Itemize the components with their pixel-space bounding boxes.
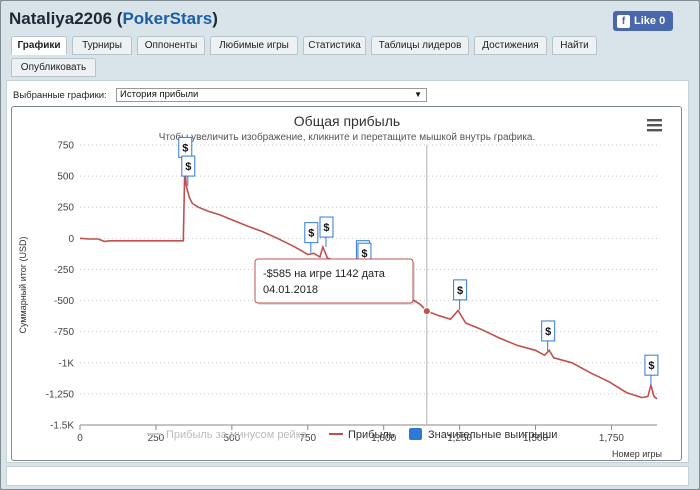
big-win-marker[interactable]: $	[453, 279, 468, 310]
chart-selector[interactable]: История прибыли ▼	[116, 88, 427, 102]
chart-selector-value: История прибыли	[120, 89, 199, 100]
x-axis-label: Номер игры	[612, 449, 662, 459]
legend-item[interactable]: Значительные выигрыши	[409, 428, 557, 441]
profile-title: Nataliya2206 (PokerStars)	[9, 9, 218, 29]
big-win-marker[interactable]: $	[319, 216, 334, 248]
big-win-marker[interactable]: $	[304, 222, 319, 253]
hovered-point[interactable]	[422, 307, 431, 316]
legend-item[interactable]: Прибыль	[329, 429, 395, 441]
site-link[interactable]: PokerStars	[122, 9, 213, 28]
y-tick-label: 500	[57, 172, 74, 183]
y-tick-label: -1K	[58, 358, 74, 369]
y-tick-label: 250	[57, 203, 74, 214]
tooltip-box	[254, 258, 414, 304]
big-win-marker-label: $	[182, 142, 188, 154]
charts-panel: Выбранные графики: История прибыли ▼ Общ…	[6, 80, 689, 463]
y-tick-label: 750	[57, 141, 74, 152]
big-win-marker-label: $	[308, 228, 314, 240]
y-tick-label: -1.5K	[50, 421, 74, 432]
y-tick-label: -500	[54, 296, 74, 307]
big-win-marker-label: $	[323, 222, 329, 234]
big-win-marker-label: $	[648, 360, 654, 372]
legend-item-label: Прибыль	[348, 429, 395, 441]
hamburger-menu-icon[interactable]	[647, 119, 662, 132]
tab-tournaments[interactable]: Турниры	[72, 36, 132, 55]
dropdown-arrow-icon: ▼	[414, 90, 422, 99]
y-tick-label: 0	[68, 234, 74, 245]
legend-item-label: Значительные выигрыши	[428, 429, 557, 441]
facebook-icon: f	[617, 14, 630, 28]
x-tick-label: 500	[223, 433, 240, 444]
tab-achievements[interactable]: Достижения	[474, 36, 547, 55]
site-paren-close: )	[212, 9, 218, 28]
big-win-marker[interactable]: $	[541, 320, 556, 351]
chart-container[interactable]: Общая прибыль Чтобы увеличить изображение…	[11, 106, 682, 461]
tab-opponents[interactable]: Оппоненты	[137, 36, 205, 55]
tooltip-line-2: 04.01.2018	[263, 284, 318, 296]
chart-selector-label: Выбранные графики:	[13, 90, 107, 101]
y-tick-label: -750	[54, 327, 74, 338]
big-win-marker-label: $	[545, 326, 551, 338]
big-win-marker-label: $	[361, 248, 367, 260]
tab-statistics[interactable]: Статистика	[303, 36, 366, 55]
big-win-marker[interactable]: $	[181, 155, 196, 187]
tab-leaderboards[interactable]: Таблицы лидеров	[371, 36, 469, 55]
legend-item[interactable]: Прибыль за минусом рейка	[147, 429, 308, 441]
x-tick-label: 250	[148, 433, 165, 444]
big-win-marker[interactable]: $	[178, 136, 193, 168]
x-tick-label: 1,750	[599, 433, 624, 444]
x-tick-label: 0	[77, 433, 83, 444]
tab-publish[interactable]: Опубликовать	[11, 58, 96, 77]
tab-charts[interactable]: Графики	[11, 36, 67, 55]
site-paren-open: (	[116, 9, 123, 28]
tooltip-line-1: -$585 на игре 1142 дата	[263, 268, 386, 280]
x-tick-label: 1,500	[523, 433, 548, 444]
profit-chart[interactable]: Общая прибыль Чтобы увеличить изображение…	[12, 107, 682, 461]
like-label: Like 0	[634, 15, 666, 27]
facebook-like-button[interactable]: f Like 0	[613, 11, 673, 31]
tab-favorite-games[interactable]: Любимые игры	[210, 36, 298, 55]
x-tick-label: 750	[299, 433, 316, 444]
big-win-marker-label: $	[457, 285, 463, 297]
x-tick-label: 1,000	[371, 433, 396, 444]
big-win-marker[interactable]: $	[644, 354, 659, 386]
legend-item-label: Прибыль за минусом рейка	[166, 429, 308, 441]
y-tick-label: -1,250	[46, 389, 75, 400]
x-tick-label: 1,250	[447, 433, 472, 444]
y-tick-label: -250	[54, 265, 74, 276]
chart-subtitle: Чтобы увеличить изображение, кликните и …	[159, 131, 536, 143]
chart-title: Общая прибыль	[294, 113, 400, 129]
bottom-strip	[6, 466, 689, 486]
tab-search[interactable]: Найти	[552, 36, 597, 55]
y-axis-label: Суммарный итог (USD)	[18, 236, 28, 333]
big-win-marker-label: $	[185, 161, 191, 173]
username: Nataliya2206	[9, 9, 113, 28]
